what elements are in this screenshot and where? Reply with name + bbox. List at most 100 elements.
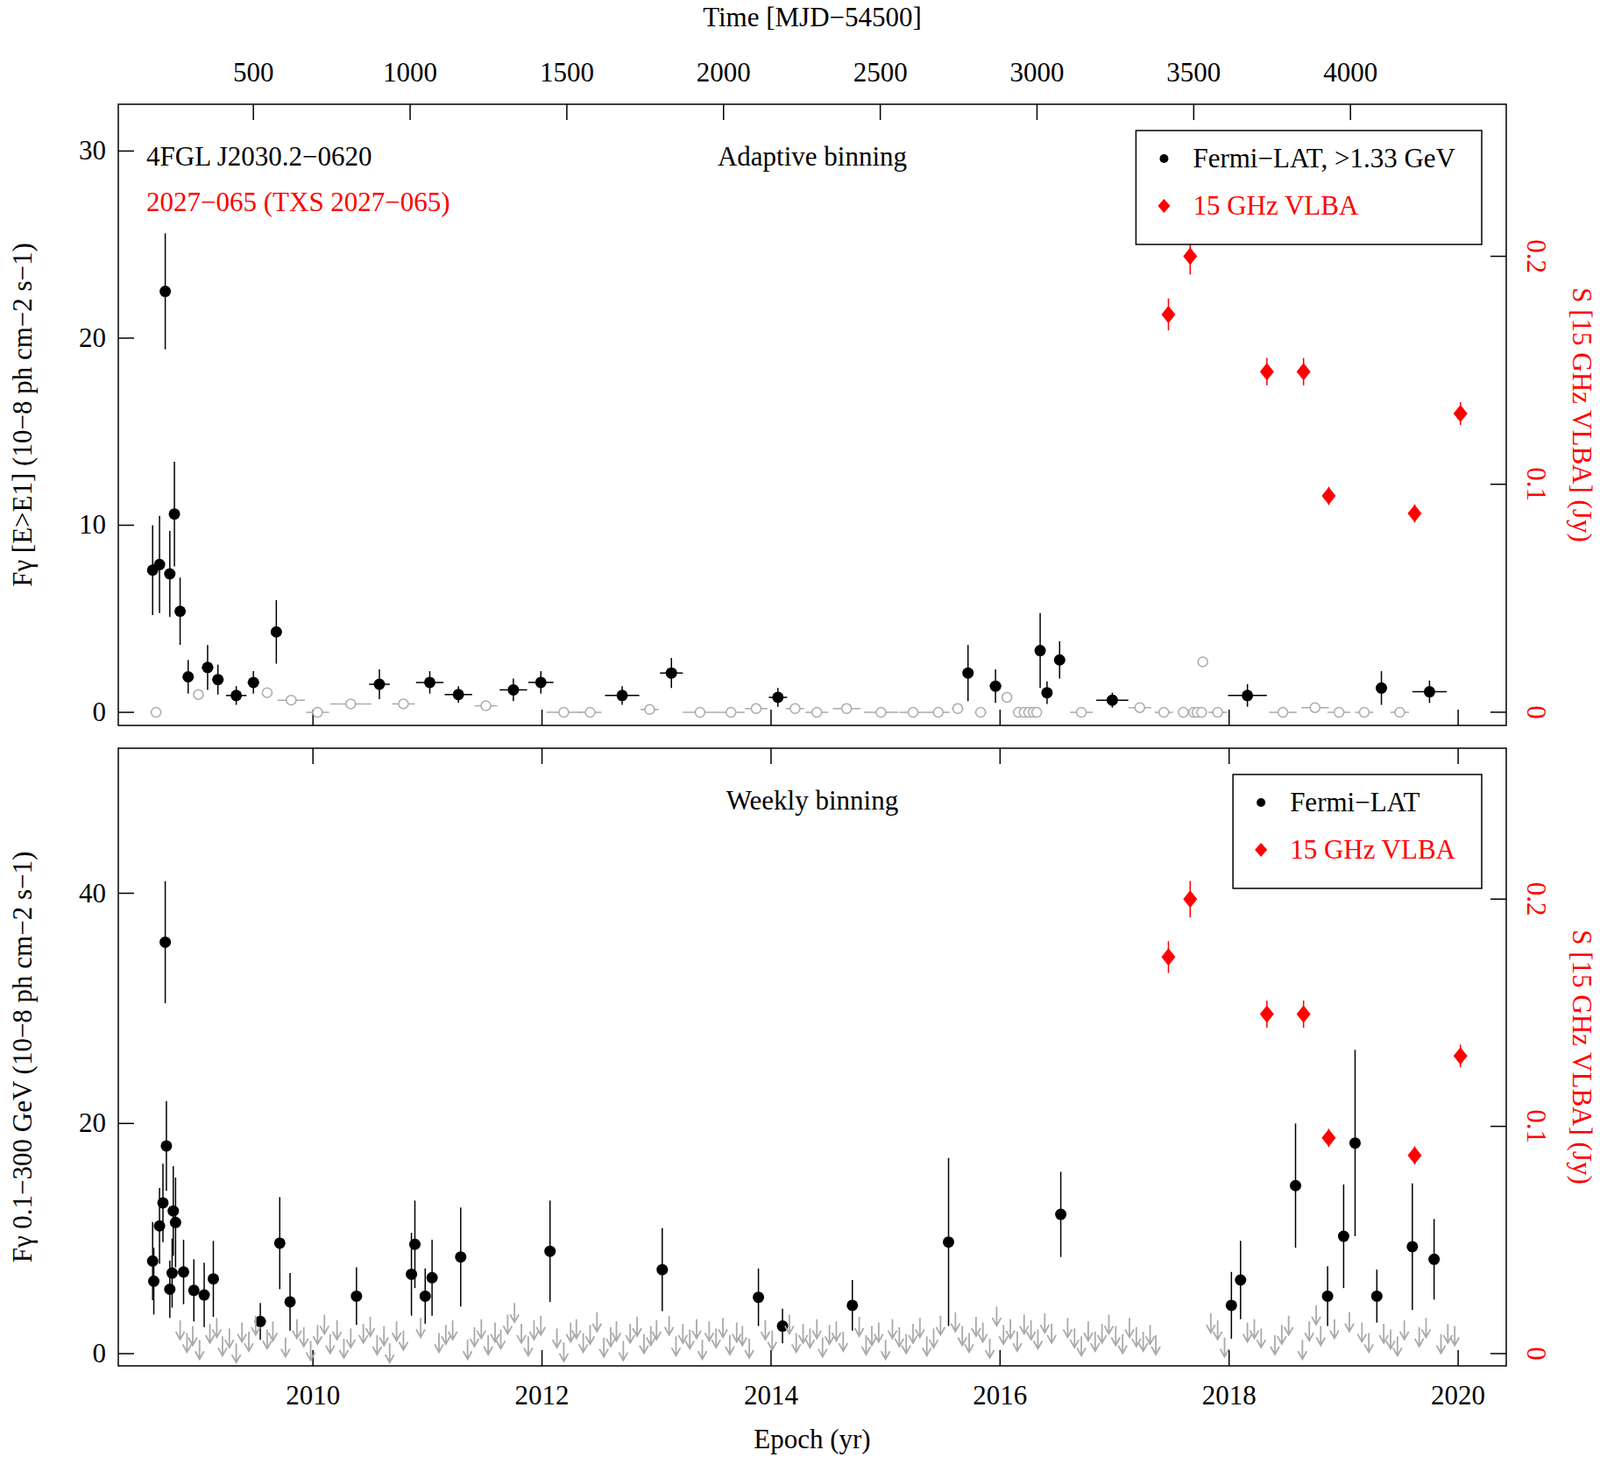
upper-limit-arrow bbox=[894, 1327, 904, 1347]
upper-limit-arrow bbox=[218, 1336, 227, 1356]
open-circle bbox=[1032, 707, 1042, 718]
upper-limit-arrow bbox=[490, 1323, 500, 1343]
point bbox=[169, 508, 181, 520]
legend-marker bbox=[1256, 798, 1266, 808]
point bbox=[942, 1236, 955, 1248]
open-circle bbox=[585, 707, 595, 718]
upper-limit-arrow bbox=[1090, 1331, 1100, 1352]
point bbox=[1234, 1274, 1247, 1286]
upper-limit-arrow bbox=[704, 1321, 714, 1341]
x2-tick-label: 2500 bbox=[853, 56, 908, 88]
open-circle bbox=[261, 687, 272, 698]
x-tick-label: 2020 bbox=[1430, 1380, 1486, 1411]
legend-marker bbox=[1254, 842, 1268, 857]
open-circle bbox=[750, 703, 761, 714]
upper-limit-arrow bbox=[536, 1316, 546, 1336]
diamond bbox=[1453, 404, 1468, 423]
annotation: 4FGL J2030.2−0620 bbox=[146, 141, 372, 172]
upper-limit-arrow bbox=[579, 1332, 588, 1353]
upper-limit-arrow bbox=[1104, 1314, 1113, 1334]
point bbox=[1349, 1137, 1361, 1149]
upper-limit-arrow bbox=[592, 1312, 602, 1332]
y-tick-label: 40 bbox=[78, 877, 107, 909]
frame bbox=[118, 748, 1507, 1367]
point bbox=[1040, 686, 1053, 699]
point bbox=[535, 676, 547, 688]
upper-limit-arrow bbox=[244, 1331, 254, 1352]
open-circle bbox=[694, 707, 705, 718]
upper-limit-arrow bbox=[434, 1332, 444, 1353]
title: Weekly binning bbox=[726, 785, 899, 816]
x2-tick bbox=[1349, 104, 1352, 121]
y2-tick-label: 0 bbox=[1521, 1346, 1552, 1361]
chart: 5001000150020002500300035004000010203000… bbox=[0, 0, 1600, 1464]
x-tick bbox=[770, 1350, 772, 1367]
point bbox=[453, 688, 465, 701]
point bbox=[154, 559, 166, 571]
upper-limit-arrow bbox=[176, 1320, 185, 1340]
upper-limit-arrow bbox=[299, 1327, 309, 1347]
upper-limit-arrow bbox=[366, 1316, 376, 1337]
open-circle bbox=[559, 707, 569, 718]
open-circle bbox=[481, 700, 491, 711]
point bbox=[166, 1267, 178, 1280]
upper-limit-arrow bbox=[1206, 1313, 1216, 1333]
x-tick-label: 2014 bbox=[743, 1380, 800, 1411]
point bbox=[201, 661, 213, 673]
upper-limit-arrow bbox=[225, 1328, 234, 1348]
y2-tick-label: 0 bbox=[1521, 705, 1552, 720]
legend-label: Fermi−LAT, >1.33 GeV bbox=[1192, 142, 1456, 174]
diamond bbox=[1182, 890, 1197, 908]
point bbox=[454, 1251, 467, 1263]
point bbox=[1338, 1231, 1350, 1243]
diamond bbox=[1260, 1005, 1275, 1023]
point bbox=[182, 671, 194, 683]
upper-limit-arrow bbox=[678, 1323, 687, 1344]
x-tick bbox=[311, 748, 314, 765]
x2-tick bbox=[1036, 104, 1039, 121]
point bbox=[1054, 654, 1066, 666]
upper-limit-arrow bbox=[496, 1329, 506, 1349]
upper-limit-arrow bbox=[718, 1317, 728, 1338]
point bbox=[1225, 1299, 1238, 1311]
open-circle bbox=[1212, 707, 1223, 718]
x2-tick-label: 500 bbox=[233, 56, 275, 88]
upper-limit-arrow bbox=[671, 1336, 680, 1356]
upper-limit-arrow bbox=[760, 1320, 770, 1340]
y-tick bbox=[118, 1352, 135, 1355]
open-circle bbox=[790, 703, 800, 714]
y-axis-label: Fγ [E>E1] (10−8 ph cm−2 s−1) bbox=[7, 242, 38, 588]
point bbox=[426, 1272, 439, 1284]
point bbox=[962, 667, 974, 680]
open-circle bbox=[398, 699, 409, 709]
upper-limit-arrow bbox=[887, 1319, 897, 1339]
x-tick bbox=[1457, 748, 1459, 765]
plot-area bbox=[147, 233, 1468, 717]
point bbox=[507, 684, 519, 696]
point bbox=[846, 1299, 858, 1311]
upper-limit-arrow bbox=[448, 1320, 458, 1340]
x2-tick-label: 3000 bbox=[1009, 56, 1064, 88]
open-circle bbox=[726, 707, 737, 718]
upper-limit-arrow bbox=[915, 1317, 925, 1338]
x-tick bbox=[770, 748, 772, 765]
point bbox=[174, 605, 186, 617]
y2-tick bbox=[1490, 483, 1507, 486]
upper-limit-arrow bbox=[818, 1338, 828, 1358]
diamond bbox=[1407, 1146, 1422, 1165]
legend: Fermi−LAT15 GHz VLBA bbox=[1232, 774, 1482, 889]
x-tick bbox=[1457, 1350, 1459, 1367]
upper-limit-arrow bbox=[1125, 1317, 1134, 1338]
upper-limit-arrow bbox=[205, 1323, 215, 1344]
point bbox=[1034, 644, 1047, 657]
y-tick-label: 0 bbox=[92, 1338, 107, 1369]
open-circle bbox=[1197, 657, 1208, 667]
upper-limit-arrow bbox=[1213, 1320, 1223, 1340]
upper-limit-arrow bbox=[1069, 1328, 1079, 1348]
upper-limit-arrow bbox=[1139, 1331, 1148, 1352]
y-tick bbox=[118, 1123, 135, 1126]
upper-limit-arrow bbox=[1316, 1326, 1325, 1346]
point bbox=[169, 1217, 182, 1229]
y-axis-label: Fγ 0.1−300 GeV (10−8 ph cm−2 s−1) bbox=[7, 851, 38, 1264]
point bbox=[270, 626, 283, 638]
